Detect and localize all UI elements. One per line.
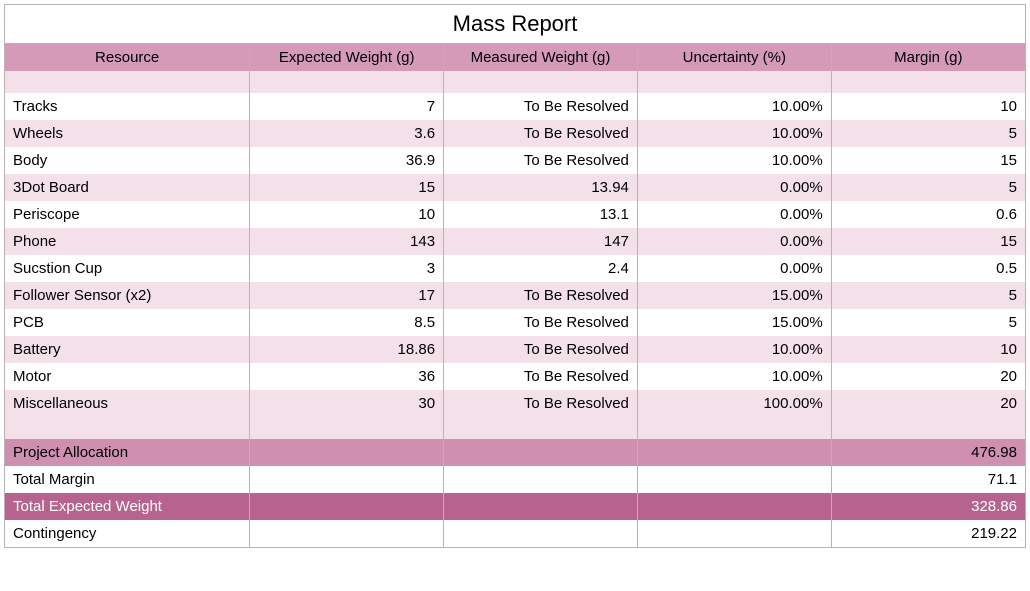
col-resource: Resource [5, 44, 250, 71]
spacer-row [5, 417, 1025, 439]
cell-uncertainty: 15.00% [637, 309, 831, 336]
data-table: Resource Expected Weight (g) Measured We… [5, 44, 1025, 547]
cell-uncertainty: 10.00% [637, 93, 831, 120]
summary-label: Project Allocation [5, 439, 250, 466]
summary-label: Contingency [5, 520, 250, 547]
col-measured: Measured Weight (g) [444, 44, 638, 71]
cell-uncertainty: 15.00% [637, 282, 831, 309]
summary-label: Total Expected Weight [5, 493, 250, 520]
summary-label: Total Margin [5, 466, 250, 493]
cell-resource: Sucstion Cup [5, 255, 250, 282]
cell-expected: 18.86 [250, 336, 444, 363]
table-row: Phone1431470.00%15 [5, 228, 1025, 255]
table-title: Mass Report [5, 5, 1025, 44]
col-margin: Margin (g) [831, 44, 1025, 71]
cell-measured: To Be Resolved [444, 282, 638, 309]
cell-resource: Phone [5, 228, 250, 255]
cell-resource: Follower Sensor (x2) [5, 282, 250, 309]
table-row: Body36.9To Be Resolved10.00%15 [5, 147, 1025, 174]
cell-margin: 0.5 [831, 255, 1025, 282]
cell-measured: 147 [444, 228, 638, 255]
cell-resource: Motor [5, 363, 250, 390]
col-uncertainty: Uncertainty (%) [637, 44, 831, 71]
cell-margin: 15 [831, 228, 1025, 255]
cell-resource: Battery [5, 336, 250, 363]
cell-uncertainty: 0.00% [637, 228, 831, 255]
summary-row: Total Margin 71.1 [5, 466, 1025, 493]
cell-measured: To Be Resolved [444, 120, 638, 147]
cell-margin: 15 [831, 147, 1025, 174]
cell-resource: Body [5, 147, 250, 174]
cell-resource: Tracks [5, 93, 250, 120]
cell-expected: 17 [250, 282, 444, 309]
cell-margin: 10 [831, 336, 1025, 363]
cell-expected: 8.5 [250, 309, 444, 336]
cell-expected: 36 [250, 363, 444, 390]
cell-measured: 13.94 [444, 174, 638, 201]
summary-row: Project Allocation 476.98 [5, 439, 1025, 466]
cell-uncertainty: 100.00% [637, 390, 831, 417]
cell-expected: 10 [250, 201, 444, 228]
cell-expected: 3 [250, 255, 444, 282]
cell-measured: 13.1 [444, 201, 638, 228]
cell-uncertainty: 10.00% [637, 363, 831, 390]
cell-measured: To Be Resolved [444, 147, 638, 174]
summary-row: Contingency 219.22 [5, 520, 1025, 547]
cell-uncertainty: 0.00% [637, 255, 831, 282]
cell-measured: To Be Resolved [444, 363, 638, 390]
cell-expected: 15 [250, 174, 444, 201]
cell-uncertainty: 10.00% [637, 147, 831, 174]
cell-margin: 10 [831, 93, 1025, 120]
summary-value: 71.1 [831, 466, 1025, 493]
summary-value: 476.98 [831, 439, 1025, 466]
table-row: Periscope1013.10.00%0.6 [5, 201, 1025, 228]
cell-expected: 7 [250, 93, 444, 120]
cell-expected: 36.9 [250, 147, 444, 174]
spacer-row [5, 71, 1025, 93]
cell-expected: 143 [250, 228, 444, 255]
cell-uncertainty: 0.00% [637, 201, 831, 228]
cell-expected: 30 [250, 390, 444, 417]
summary-row: Total Expected Weight 328.86 [5, 493, 1025, 520]
cell-uncertainty: 10.00% [637, 120, 831, 147]
table-row: Tracks7To Be Resolved10.00%10 [5, 93, 1025, 120]
header-row: Resource Expected Weight (g) Measured We… [5, 44, 1025, 71]
table-row: Sucstion Cup32.40.00%0.5 [5, 255, 1025, 282]
cell-resource: Miscellaneous [5, 390, 250, 417]
cell-uncertainty: 0.00% [637, 174, 831, 201]
cell-measured: To Be Resolved [444, 309, 638, 336]
cell-margin: 5 [831, 309, 1025, 336]
table-row: Battery18.86To Be Resolved10.00%10 [5, 336, 1025, 363]
cell-measured: To Be Resolved [444, 390, 638, 417]
table-row: PCB8.5To Be Resolved15.00%5 [5, 309, 1025, 336]
cell-margin: 0.6 [831, 201, 1025, 228]
table-row: Miscellaneous30To Be Resolved100.00%20 [5, 390, 1025, 417]
mass-report-table: Mass Report Resource Expected Weight (g)… [4, 4, 1026, 548]
cell-resource: Periscope [5, 201, 250, 228]
cell-margin: 5 [831, 120, 1025, 147]
cell-resource: PCB [5, 309, 250, 336]
cell-resource: 3Dot Board [5, 174, 250, 201]
table-row: Motor36To Be Resolved10.00%20 [5, 363, 1025, 390]
summary-value: 219.22 [831, 520, 1025, 547]
table-row: Wheels3.6To Be Resolved10.00%5 [5, 120, 1025, 147]
cell-margin: 5 [831, 282, 1025, 309]
cell-margin: 20 [831, 390, 1025, 417]
summary-value: 328.86 [831, 493, 1025, 520]
cell-uncertainty: 10.00% [637, 336, 831, 363]
cell-resource: Wheels [5, 120, 250, 147]
table-row: 3Dot Board1513.940.00%5 [5, 174, 1025, 201]
cell-expected: 3.6 [250, 120, 444, 147]
cell-measured: 2.4 [444, 255, 638, 282]
col-expected: Expected Weight (g) [250, 44, 444, 71]
cell-measured: To Be Resolved [444, 336, 638, 363]
cell-margin: 20 [831, 363, 1025, 390]
cell-measured: To Be Resolved [444, 93, 638, 120]
table-row: Follower Sensor (x2)17To Be Resolved15.0… [5, 282, 1025, 309]
cell-margin: 5 [831, 174, 1025, 201]
